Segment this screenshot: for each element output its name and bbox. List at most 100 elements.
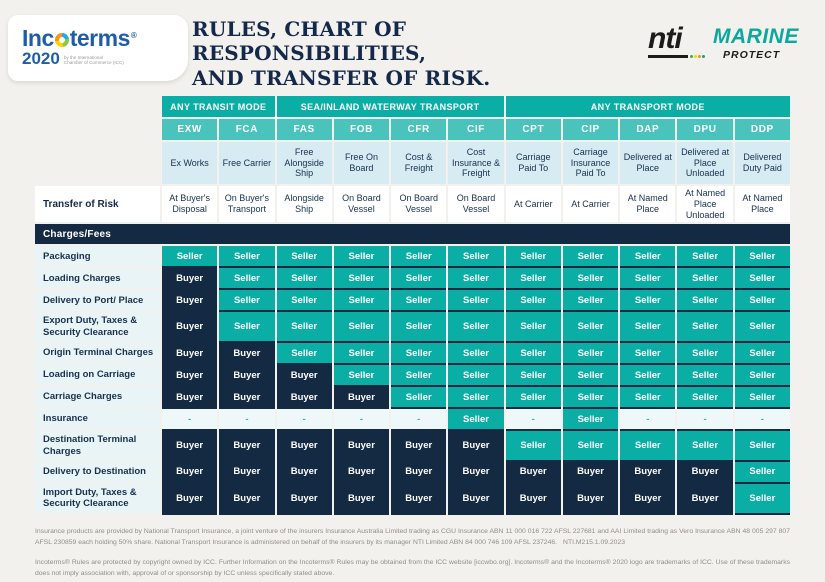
matrix-cell: Buyer — [162, 268, 218, 289]
matrix-cell: Seller — [448, 290, 504, 311]
protect-wordmark: PROTECT — [723, 49, 781, 61]
matrix-cell: - — [333, 409, 390, 430]
matrix-cell: Buyer — [276, 461, 332, 482]
incoterm-code: EXW — [162, 119, 218, 140]
matrix-cell: Seller — [333, 290, 390, 311]
matrix-cell: Seller — [734, 343, 790, 364]
matrix-cell: Seller — [276, 246, 332, 267]
matrix-cell: Buyer — [162, 461, 218, 482]
matrix-cell: Seller — [620, 290, 676, 311]
row-label: Insurance — [35, 409, 160, 430]
incoterms-multicolor-o-icon — [54, 33, 69, 47]
matrix-cell: Buyer — [562, 483, 619, 513]
matrix-cell: - — [677, 409, 733, 430]
matrix-cell: Seller — [448, 387, 504, 408]
matrix-cell: Seller — [734, 461, 790, 482]
row-label: Carriage Charges — [35, 387, 160, 408]
matrix-cell: - — [620, 409, 676, 430]
matrix-cell: Seller — [505, 431, 561, 460]
incoterm-code: CFR — [391, 119, 447, 140]
matrix-cell: Seller — [620, 268, 676, 289]
matrix-cell: Buyer — [448, 461, 504, 482]
matrix-cell: Buyer — [677, 483, 733, 513]
matrix-cell: Seller — [219, 268, 275, 289]
incoterm-name: Delivered Duty Paid — [734, 142, 790, 184]
page-title: RULES, CHART OF RESPONSIBILITIES, AND TR… — [192, 17, 642, 90]
matrix-cell: Seller — [734, 483, 790, 513]
matrix-cell: Buyer — [162, 483, 218, 513]
matrix-cell: Buyer — [162, 290, 218, 311]
incoterm-name: Delivered at Place — [620, 142, 676, 184]
matrix-cell: Seller — [333, 343, 390, 364]
row-label: Loading on Carriage — [35, 365, 160, 386]
risk-value-cell: On Board Vessel — [391, 186, 447, 223]
incoterm-name: Ex Works — [162, 142, 218, 184]
nti-wordmark: nti — [648, 22, 683, 55]
matrix-cell: Buyer — [162, 431, 218, 460]
matrix-cell: Seller — [219, 290, 275, 311]
table-row: Loading on Carriage Buyer Buyer Buyer Seller… — [35, 365, 790, 386]
matrix-cell: Seller — [333, 268, 390, 289]
incoterm-name: Free Carrier — [219, 142, 275, 184]
matrix-cell: Buyer — [219, 431, 275, 460]
matrix-cell: Seller — [391, 290, 447, 311]
page-title-line1: RULES, CHART OF RESPONSIBILITIES, — [192, 17, 427, 66]
matrix-cell: Seller — [448, 312, 504, 342]
incoterms-year: 2020 — [22, 49, 60, 68]
matrix-cell: Seller — [562, 246, 619, 267]
incoterm-code: CIF — [448, 119, 504, 140]
matrix-cell: Seller — [333, 365, 390, 386]
matrix-cell: Seller — [620, 431, 676, 460]
incoterm-code: FAS — [276, 119, 332, 140]
matrix-cell: Buyer — [162, 387, 218, 408]
matrix-cell: - — [219, 409, 275, 430]
matrix-cell: Seller — [391, 343, 447, 364]
matrix-cell: Seller — [448, 268, 504, 289]
incoterm-code: FOB — [333, 119, 390, 140]
risk-value-cell: On Board Vessel — [333, 186, 390, 223]
matrix-cell: Seller — [505, 312, 561, 342]
matrix-cell: Buyer — [677, 461, 733, 482]
table-row: Loading Charges Buyer Seller Seller Seller Se… — [35, 268, 790, 289]
matrix-cell: Seller — [562, 312, 619, 342]
charges-rows: Packaging Seller Seller Seller Seller Seller S… — [35, 246, 790, 513]
matrix-cell: Seller — [677, 431, 733, 460]
row-label: Loading Charges — [35, 268, 160, 289]
matrix-cell: Seller — [333, 246, 390, 267]
risk-value-cell: At Named Place — [620, 186, 676, 223]
matrix-cell: Seller — [620, 246, 676, 267]
matrix-cell: Seller — [677, 268, 733, 289]
matrix-cell: Buyer — [620, 461, 676, 482]
matrix-cell: - — [734, 409, 790, 430]
transport-group-header: SEA/INLAND WATERWAY TRANSPORT — [276, 96, 504, 117]
risk-value-cell: At Carrier — [505, 186, 561, 223]
incoterm-code: FCA — [219, 119, 275, 140]
risk-value-cell: At Named Place Unloaded — [677, 186, 733, 223]
matrix-cell: Buyer — [448, 483, 504, 513]
incoterms-tagline: by the International Chamber of Commerce… — [63, 54, 124, 66]
nti-marine-protect-logo: nti MARINE PROTECT — [648, 22, 799, 61]
group-header-row: ANY TRANSIT MODE SEA/INLAND WATERWAY TRAN… — [162, 96, 790, 117]
matrix-cell: Seller — [734, 387, 790, 408]
incoterms-brand-suffix: terms — [69, 25, 131, 51]
matrix-cell: Seller — [677, 312, 733, 342]
matrix-cell: Seller — [276, 268, 332, 289]
footnote-icc: Incoterms® Rules are protected by copyri… — [35, 559, 790, 577]
matrix-cell: Seller — [505, 387, 561, 408]
matrix-cell: Seller — [562, 290, 619, 311]
nti-underline-bar — [648, 54, 688, 58]
risk-value-cell: On Buyer's Transport — [219, 186, 275, 223]
term-row: Ex Works Free Carrier Free Alongside Ship F… — [162, 142, 790, 184]
table-row: Delivery to Destination Buyer Buyer Buyer Bu… — [35, 461, 790, 482]
risk-value-cell: Alongside Ship — [276, 186, 332, 223]
nti-brand-dots-icon — [690, 54, 705, 58]
matrix-cell: Seller — [391, 268, 447, 289]
code-row: EXW FCA FAS FOB CFR CIF CPT CIP DAP DPU DDP — [162, 119, 790, 140]
incoterm-code: CIP — [562, 119, 619, 140]
row-label: Delivery to Port/ Place — [35, 290, 160, 311]
incoterm-name: Cost Insurance & Freight — [448, 142, 504, 184]
transport-group-header: ANY TRANSPORT MODE — [505, 96, 790, 117]
matrix-cell: Seller — [162, 246, 218, 267]
matrix-cell: - — [391, 409, 447, 430]
matrix-cell: Buyer — [162, 343, 218, 364]
